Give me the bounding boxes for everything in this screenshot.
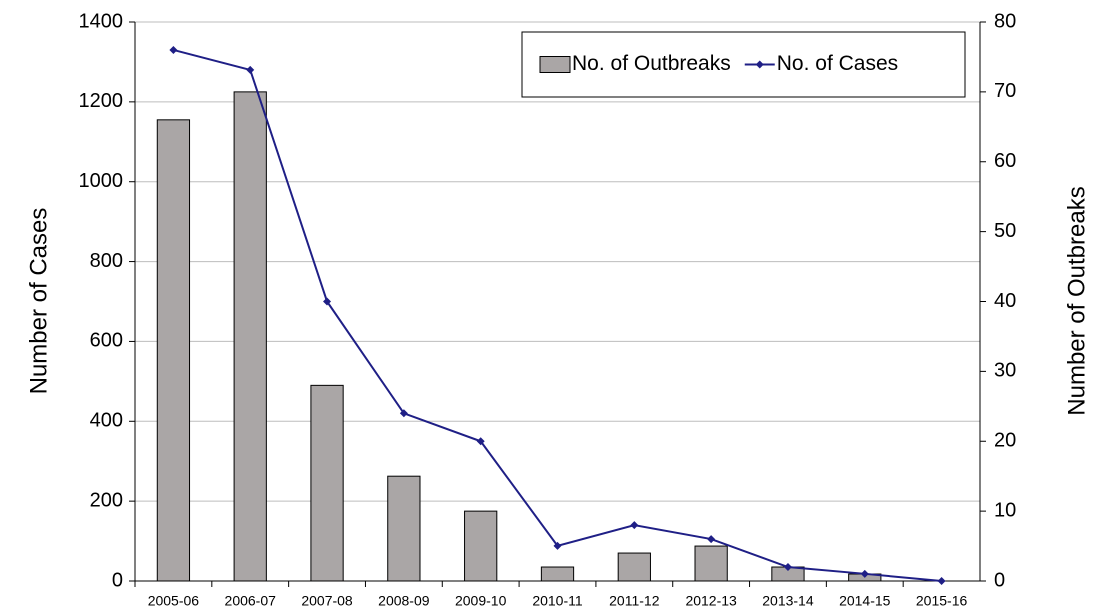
x-tick-label: 2014-15 (839, 593, 891, 609)
x-tick-label: 2006-07 (225, 593, 277, 609)
x-tick-label: 2011-12 (609, 593, 660, 609)
x-tick-label: 2007-08 (301, 593, 353, 609)
x-tick-label: 2015-16 (916, 593, 968, 609)
point (707, 535, 716, 544)
legend-swatch (539, 56, 571, 73)
bar (156, 119, 191, 582)
x-tick-label: 2009-10 (455, 593, 507, 609)
point (553, 541, 562, 550)
x-tick-label: 2010-11 (532, 593, 583, 609)
y-tick-label: 400 (90, 410, 123, 432)
point (323, 297, 332, 306)
x-tick-label: 2013-14 (762, 593, 814, 609)
x-tick-label: 2008-09 (378, 593, 430, 609)
point (169, 45, 178, 54)
bar (310, 384, 344, 582)
bar (617, 552, 651, 582)
x-tick-label: 2005-06 (148, 593, 200, 609)
x-tick-label: 2012-13 (685, 593, 737, 609)
point (937, 577, 946, 585)
bar (464, 510, 498, 582)
legend-label: No. of Cases (777, 52, 898, 75)
y-tick-label: 0 (112, 569, 123, 591)
legend-label: No. of Outbreaks (572, 52, 731, 75)
bar (233, 91, 267, 582)
bar (387, 475, 421, 582)
legend-swatch (755, 60, 764, 69)
legend-box (521, 31, 966, 98)
point (860, 569, 869, 578)
point (630, 521, 639, 530)
y2-tick-label: 20 (994, 430, 1016, 452)
y-tick-label: 1200 (79, 90, 124, 112)
y-tick-label: 1400 (79, 10, 124, 32)
bar (694, 545, 728, 582)
y2-tick-label: 0 (994, 569, 1005, 591)
y-tick-label: 600 (90, 330, 123, 352)
point (399, 409, 408, 418)
bar (540, 566, 575, 582)
y-axis-label: Number of Cases (25, 208, 52, 395)
y2-tick-label: 40 (994, 290, 1016, 312)
y2-tick-label: 70 (994, 80, 1016, 102)
y-tick-label: 1000 (79, 170, 124, 192)
y2-tick-label: 30 (994, 360, 1016, 382)
y2-tick-label: 10 (994, 499, 1016, 521)
y2-tick-label: 80 (994, 10, 1016, 32)
y2-axis-label: Number of Outbreaks (1063, 186, 1090, 415)
y-tick-label: 200 (90, 489, 123, 511)
point (246, 65, 255, 74)
y-tick-label: 800 (90, 250, 123, 272)
point (783, 563, 792, 572)
y2-tick-label: 50 (994, 220, 1016, 242)
y2-tick-label: 60 (994, 150, 1016, 172)
point (476, 437, 485, 446)
